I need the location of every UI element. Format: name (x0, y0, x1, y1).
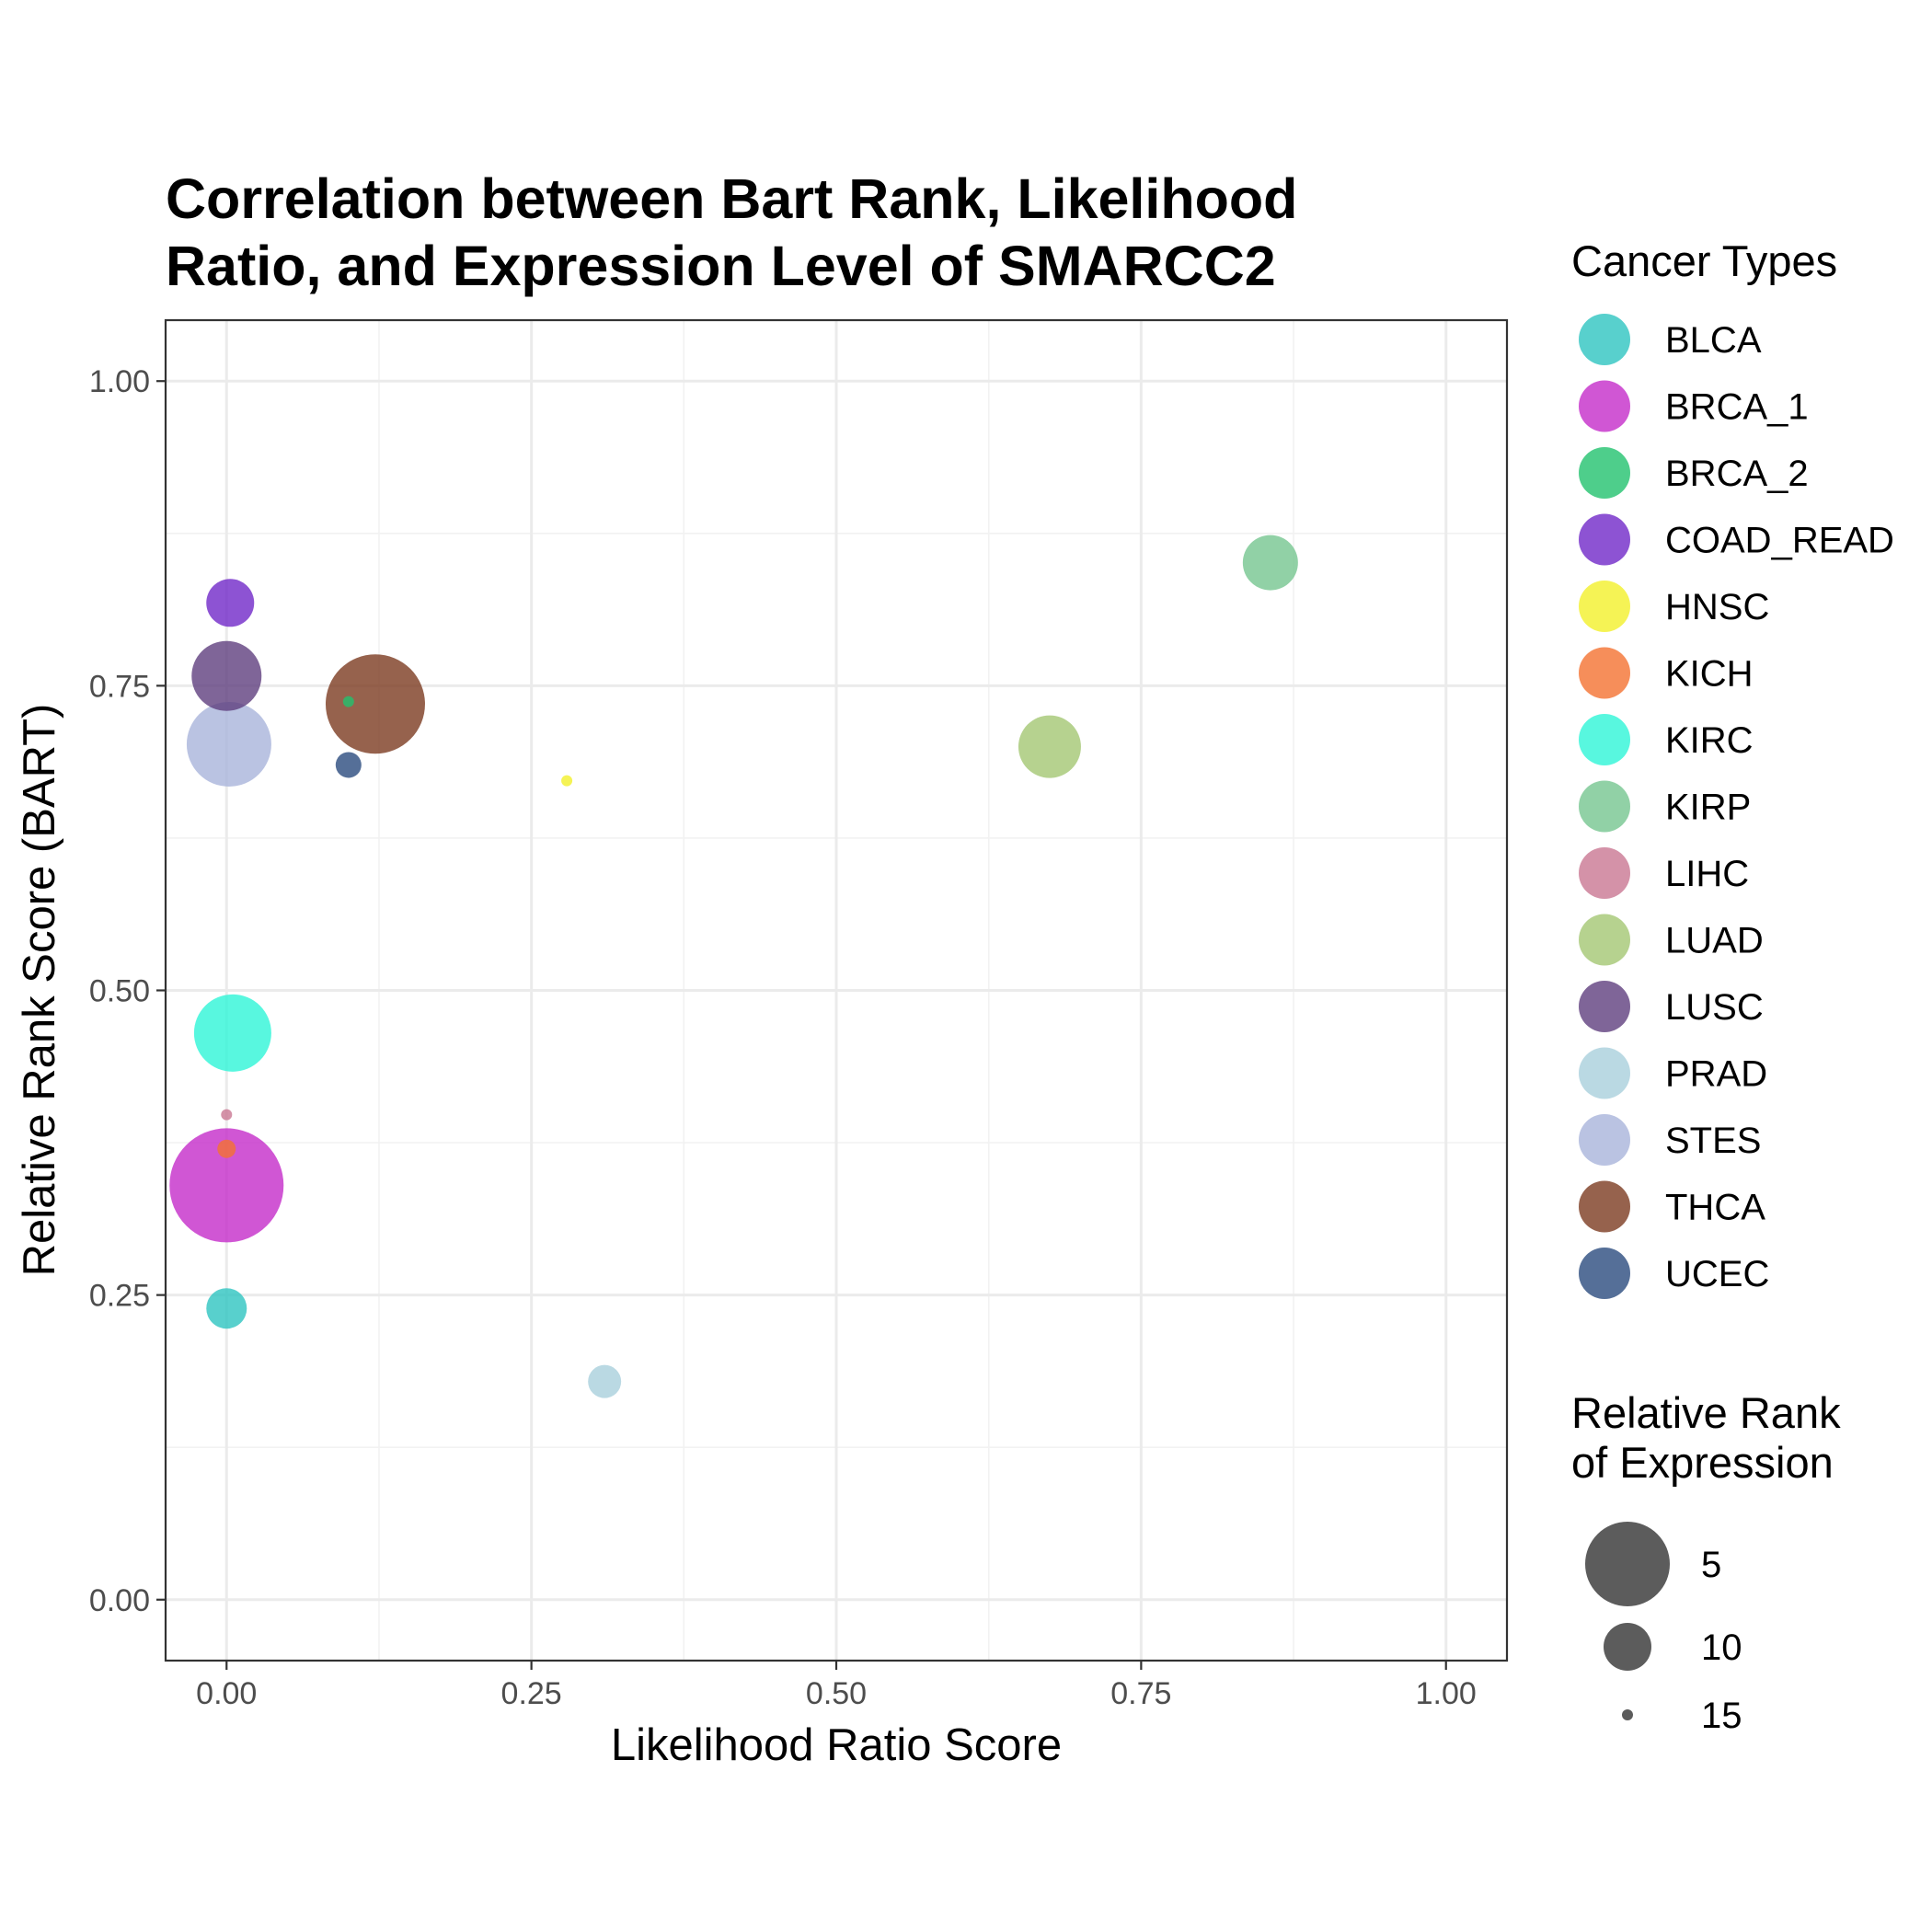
size-legend: 5 10 15 (1585, 1522, 1742, 1736)
color-legend: BLCA BRCA_1 BRCA_2 COAD_READ HNSC KICH KIRC KIR… (1579, 314, 1894, 1299)
size-legend-title-line-2: of Expression (1571, 1438, 1834, 1487)
legend-swatch-brca-1 (1579, 380, 1630, 432)
legend-swatch-kirc (1579, 714, 1630, 765)
point-stes (186, 701, 271, 787)
x-axis: 0.00 0.25 0.50 0.75 1.00 (196, 1661, 1477, 1711)
point-blca (206, 1288, 247, 1329)
point-kich (217, 1139, 236, 1158)
y-tick-label: 0.50 (89, 974, 150, 1009)
point-kirp (1242, 535, 1298, 591)
size-legend-label-10: 10 (1701, 1627, 1742, 1668)
legend-label-hnsc: HNSC (1665, 587, 1769, 627)
color-legend-title: Cancer Types (1571, 236, 1837, 285)
legend-swatch-coad-read (1579, 513, 1630, 566)
point-hnsc (561, 775, 573, 787)
data-points (169, 535, 1298, 1398)
legend-swatch-blca (1579, 314, 1630, 365)
legend-swatch-brca-2 (1579, 447, 1630, 499)
x-tick-label: 0.25 (501, 1676, 562, 1711)
point-coad-read (206, 579, 255, 627)
point-lihc (221, 1109, 233, 1121)
y-tick-label: 0.00 (89, 1583, 150, 1618)
legend-swatch-ucec (1579, 1248, 1630, 1299)
legend-label-thca: THCA (1665, 1188, 1765, 1228)
chart-title-line-2: Ratio, and Expression Level of SMARCC2 (166, 235, 1276, 297)
legend-swatch-kich (1579, 647, 1630, 699)
point-brca-2 (342, 696, 354, 707)
point-kirc (193, 994, 271, 1072)
legend-label-coad-read: COAD_READ (1665, 521, 1894, 561)
x-tick-label: 1.00 (1416, 1676, 1477, 1711)
y-tick-label: 0.25 (89, 1279, 150, 1314)
legend-label-kirp: KIRP (1665, 788, 1751, 828)
point-prad (588, 1364, 622, 1398)
y-tick-label: 1.00 (89, 364, 150, 399)
legend-swatch-stes (1579, 1114, 1630, 1166)
size-legend-title-line-1: Relative Rank (1571, 1388, 1841, 1437)
legend-label-kirc: KIRC (1665, 720, 1754, 761)
point-luad (1018, 715, 1081, 778)
grid-lines (166, 320, 1507, 1661)
y-axis-title: Relative Rank Score (BART) (15, 704, 64, 1277)
size-legend-circle-5 (1585, 1522, 1670, 1606)
legend-label-ucec: UCEC (1665, 1254, 1769, 1294)
x-axis-title: Likelihood Ratio Score (611, 1720, 1062, 1770)
size-legend-label-5: 5 (1701, 1545, 1721, 1585)
legend-label-brca-2: BRCA_2 (1665, 454, 1809, 494)
point-brca-1 (169, 1128, 284, 1243)
y-axis: 0.00 0.25 0.50 0.75 1.00 (89, 364, 166, 1618)
size-legend-circle-15 (1622, 1709, 1633, 1720)
legend-swatch-hnsc (1579, 581, 1630, 632)
legend-label-prad: PRAD (1665, 1054, 1767, 1095)
legend-label-kich: KICH (1665, 654, 1754, 695)
x-tick-label: 0.00 (196, 1676, 257, 1711)
chart-title-line-1: Correlation between Bart Rank, Likelihoo… (166, 167, 1297, 230)
legend-swatch-lusc (1579, 981, 1630, 1032)
legend-label-luad: LUAD (1665, 921, 1764, 961)
x-tick-label: 0.75 (1110, 1676, 1171, 1711)
point-ucec (335, 752, 362, 778)
legend-label-lusc: LUSC (1665, 987, 1764, 1028)
legend-label-lihc: LIHC (1665, 854, 1749, 894)
legend-label-blca: BLCA (1665, 320, 1762, 361)
legend-swatch-prad (1579, 1047, 1630, 1099)
point-thca (325, 654, 425, 754)
point-lusc (191, 640, 262, 711)
legend-swatch-luad (1579, 914, 1630, 966)
legend-swatch-thca (1579, 1180, 1630, 1233)
legend-label-stes: STES (1665, 1121, 1761, 1161)
legend-swatch-kirp (1579, 780, 1630, 833)
y-tick-label: 0.75 (89, 669, 150, 704)
x-tick-label: 0.50 (806, 1676, 867, 1711)
legend-swatch-lihc (1579, 847, 1630, 899)
size-legend-label-15: 15 (1701, 1696, 1742, 1736)
legend-label-brca-1: BRCA_1 (1665, 387, 1809, 428)
size-legend-circle-10 (1604, 1623, 1651, 1671)
